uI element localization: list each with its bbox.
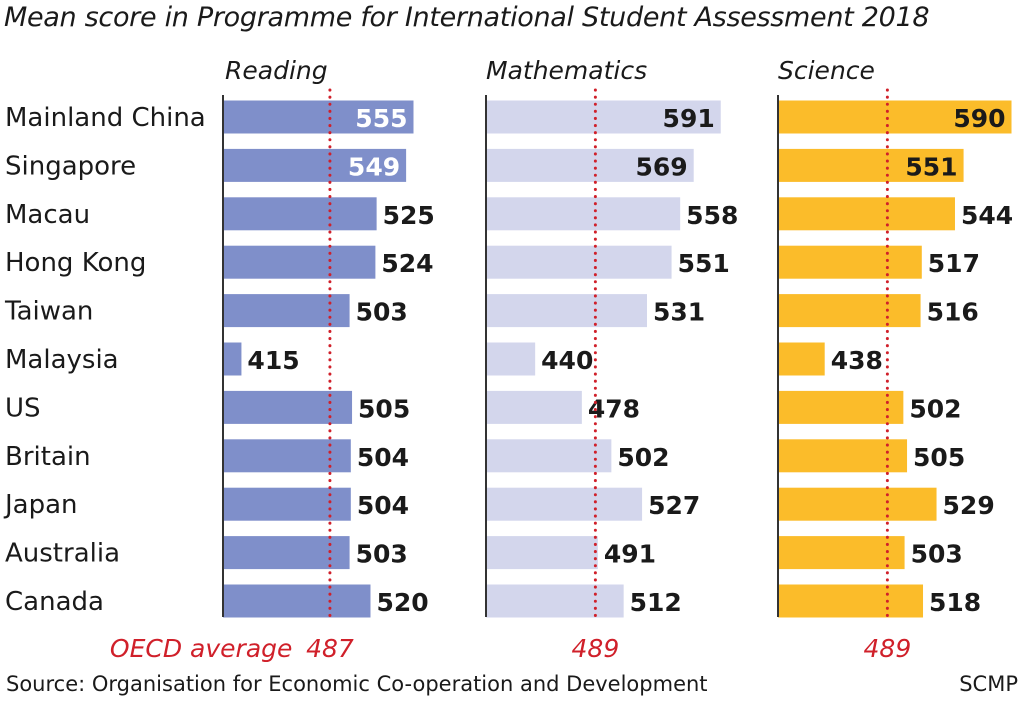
data-label: 440 [541,346,593,375]
data-label: 512 [630,588,682,617]
bar-mathematics [486,536,598,570]
bar-science [778,390,904,424]
bar-mathematics [486,439,612,473]
data-label: 503 [911,540,963,569]
bar-reading [223,584,371,618]
bar-mathematics [486,584,624,618]
bar-reading [223,342,242,376]
data-label: 518 [929,588,981,617]
bar-reading [223,487,351,521]
data-label: 544 [961,201,1013,230]
category-label: Malaysia [5,345,119,375]
category-label: Macau [5,200,90,230]
data-label: 503 [356,540,408,569]
data-label: 505 [913,443,965,472]
bar-reading [223,100,414,134]
data-label: 504 [357,443,409,472]
data-label: 525 [383,201,435,230]
data-label: 558 [686,201,738,230]
data-label: 569 [636,152,688,181]
panel-title-science: Science [778,56,875,85]
bar-science [778,197,955,231]
panel-title-mathematics: Mathematics [486,56,647,85]
bar-reading [223,148,407,182]
data-label: 503 [356,298,408,327]
chart-title: Mean score in Programme for Internationa… [4,2,930,33]
category-label: Australia [5,539,120,569]
bar-reading [223,536,350,570]
data-label: 551 [678,249,730,278]
category-label: Mainland China [5,103,206,133]
data-label: 531 [653,298,705,327]
data-label: 527 [648,491,700,520]
bar-science [778,245,922,279]
data-label: 524 [381,249,433,278]
data-label: 504 [357,491,409,520]
bar-mathematics [486,148,694,182]
category-label: US [5,393,41,423]
bar-mathematics [486,487,643,521]
bar-mathematics [486,245,672,279]
bar-science [778,148,964,182]
bar-science [778,487,937,521]
data-label: 551 [905,152,957,181]
bar-reading [223,390,353,424]
bar-mathematics [486,342,536,376]
data-label: 549 [348,152,400,181]
bar-mathematics [486,294,647,328]
bar-reading [223,197,377,231]
data-label: 529 [943,491,995,520]
category-label: Taiwan [4,297,93,327]
bar-science [778,439,908,473]
category-label: Japan [3,490,78,520]
source-note: Source: Organisation for Economic Co-ope… [6,672,708,696]
bar-science [778,342,825,376]
bar-science [778,100,1012,134]
oecd-average-value: 489 [864,634,912,663]
oecd-average-value: 487 [306,634,354,663]
bar-mathematics [486,197,681,231]
bar-mathematics [486,390,582,424]
bar-reading [223,245,376,279]
data-label: 520 [376,588,428,617]
category-label: Hong Kong [5,248,146,278]
bar-science [778,294,921,328]
panel-title-reading: Reading [225,56,328,85]
data-label: 415 [247,346,299,375]
category-label: Singapore [5,151,136,181]
bar-science [778,584,924,618]
brand-label: SCMP [959,672,1018,696]
data-label: 505 [358,394,410,423]
data-label: 502 [909,394,961,423]
data-label: 517 [928,249,980,278]
oecd-average-label: OECD average [110,634,292,663]
bar-reading [223,439,351,473]
data-label: 590 [953,104,1005,133]
bar-science [778,536,905,570]
bar-mathematics [486,100,721,134]
data-label: 516 [927,298,979,327]
data-label: 438 [831,346,883,375]
category-label: Canada [5,587,104,617]
data-label: 502 [617,443,669,472]
data-label: 591 [663,104,715,133]
category-label: Britain [5,442,91,472]
oecd-average-value: 489 [572,634,620,663]
data-label: 491 [604,540,656,569]
data-label: 555 [355,104,407,133]
